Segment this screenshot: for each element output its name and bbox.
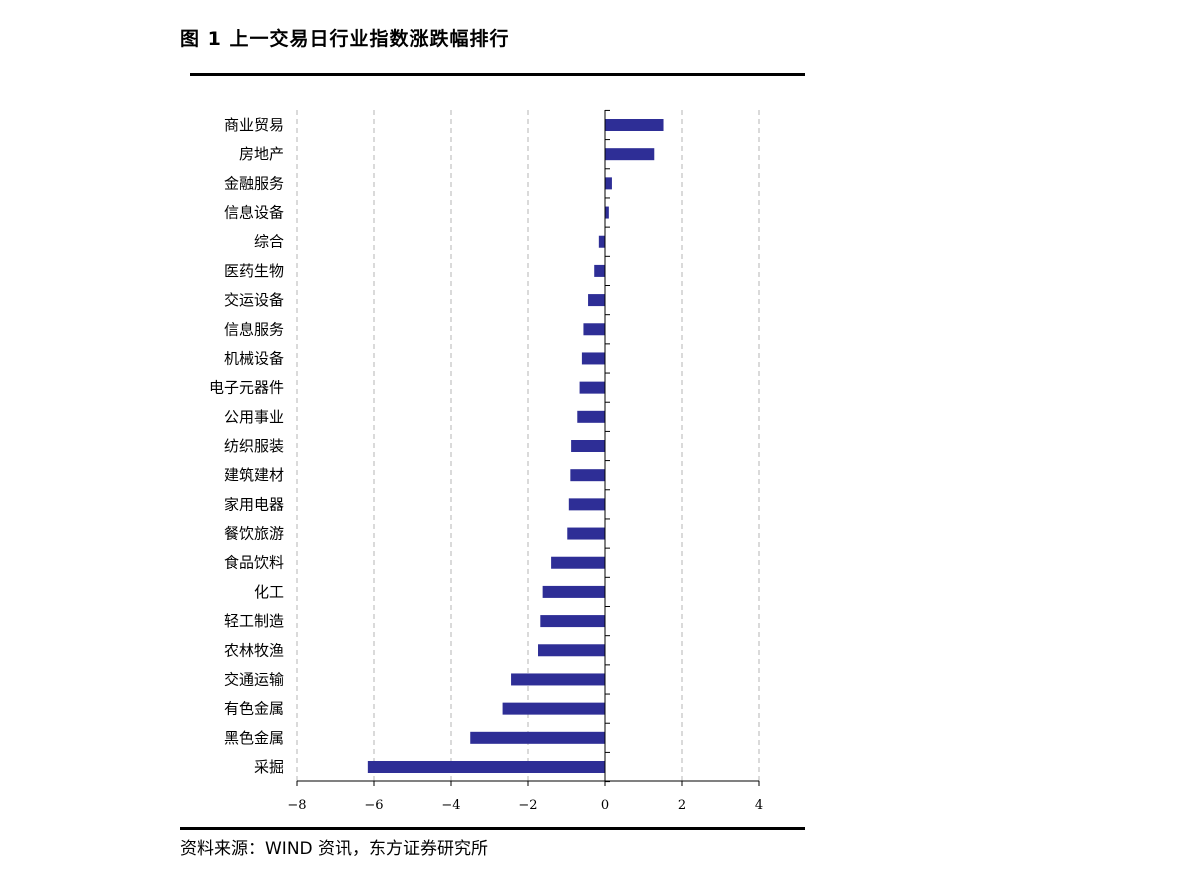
x-tick-label: 0 [601,798,609,813]
bar [511,673,605,686]
bar [605,148,655,161]
bar [502,702,605,715]
category-label: 餐饮旅游 [224,525,284,543]
bar [579,381,605,394]
bar [568,498,605,511]
category-label: 信息设备 [224,204,284,222]
top-rule [190,73,805,76]
category-label: 房地产 [239,145,284,163]
category-label: 有色金属 [224,700,284,718]
bar [570,469,605,482]
category-label: 采掘 [254,758,284,776]
bar [470,731,605,744]
bar [538,644,605,657]
bar [583,323,605,336]
category-label: 黑色金属 [224,729,284,747]
x-tick-label: 2 [678,798,686,813]
category-label: 纺织服装 [224,437,284,455]
bar [551,556,605,569]
category-label: 信息服务 [224,320,284,338]
bar [598,235,605,248]
x-tick-label: −6 [364,798,383,813]
x-tick-label: −8 [287,798,306,813]
category-label: 公用事业 [224,408,284,426]
category-label: 机械设备 [224,349,284,367]
bar [367,761,605,773]
category-label: 金融服务 [224,174,284,192]
category-label: 综合 [254,233,284,251]
category-label: 交运设备 [224,291,284,309]
bar [605,206,609,219]
category-label: 商业贸易 [224,116,284,134]
x-tick-label: −2 [518,798,537,813]
category-label: 电子元器件 [209,379,284,397]
bar [571,440,605,452]
source-note: 资料来源：WIND 资讯，东方证券研究所 [180,839,489,859]
bar [588,294,605,307]
bar [581,352,605,365]
category-label: 农林牧渔 [224,641,284,659]
bar [567,527,605,540]
category-label: 化工 [254,583,284,601]
category-label: 交通运输 [224,670,284,688]
x-tick-label: 4 [755,798,763,813]
chart-title: 图 1 上一交易日行业指数涨跌幅排行 [180,28,510,50]
bottom-rule [180,827,805,830]
bar [540,615,605,628]
category-label: 家用电器 [224,495,284,513]
bar [605,119,664,131]
bar [594,264,605,277]
bar [577,410,605,423]
category-label: 食品饮料 [224,554,284,572]
x-tick-label: −4 [441,798,460,813]
bar [605,177,612,190]
category-label: 轻工制造 [224,612,284,630]
category-label: 医药生物 [224,262,284,280]
bar [542,585,605,598]
category-label: 建筑建材 [224,466,284,484]
